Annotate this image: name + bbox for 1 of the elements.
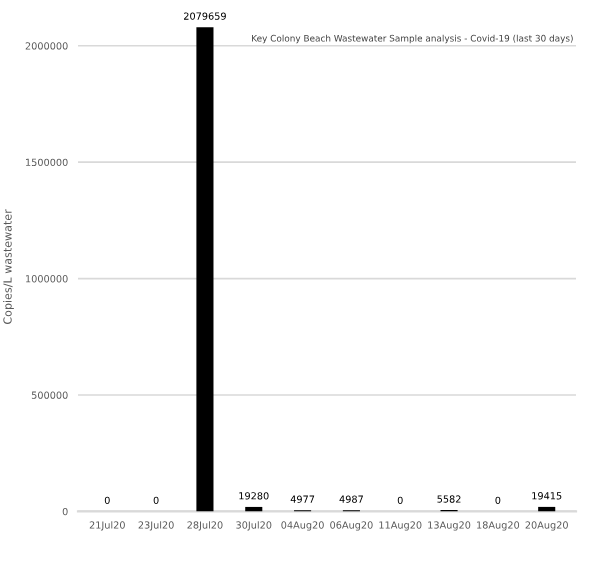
bar (196, 27, 214, 512)
